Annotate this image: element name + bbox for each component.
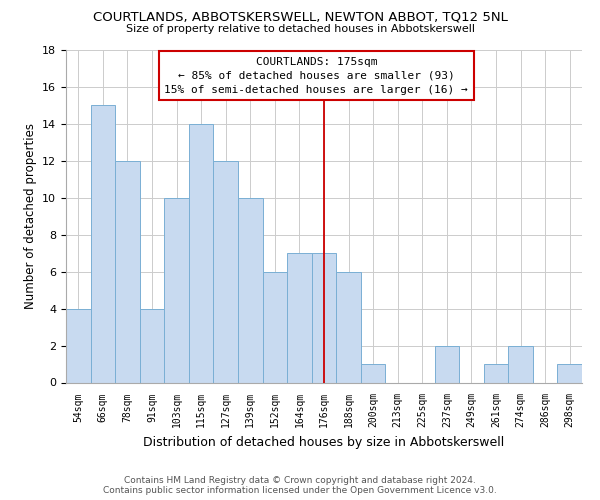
Bar <box>164 198 189 382</box>
Bar <box>508 346 533 383</box>
Bar <box>287 253 312 382</box>
Bar <box>557 364 582 382</box>
Bar <box>484 364 508 382</box>
Text: COURTLANDS: 175sqm
← 85% of detached houses are smaller (93)
15% of semi-detache: COURTLANDS: 175sqm ← 85% of detached hou… <box>164 56 468 94</box>
Text: COURTLANDS, ABBOTSKERSWELL, NEWTON ABBOT, TQ12 5NL: COURTLANDS, ABBOTSKERSWELL, NEWTON ABBOT… <box>92 10 508 23</box>
Bar <box>263 272 287 382</box>
Bar <box>189 124 214 382</box>
Bar <box>336 272 361 382</box>
Y-axis label: Number of detached properties: Number of detached properties <box>23 123 37 309</box>
Bar <box>214 161 238 382</box>
X-axis label: Distribution of detached houses by size in Abbotskerswell: Distribution of detached houses by size … <box>143 436 505 449</box>
Bar <box>91 106 115 382</box>
Bar <box>115 161 140 382</box>
Bar <box>66 308 91 382</box>
Bar <box>312 253 336 382</box>
Bar <box>434 346 459 383</box>
Bar <box>361 364 385 382</box>
Bar <box>238 198 263 382</box>
Text: Contains HM Land Registry data © Crown copyright and database right 2024.
Contai: Contains HM Land Registry data © Crown c… <box>103 476 497 495</box>
Bar <box>140 308 164 382</box>
Text: Size of property relative to detached houses in Abbotskerswell: Size of property relative to detached ho… <box>125 24 475 34</box>
